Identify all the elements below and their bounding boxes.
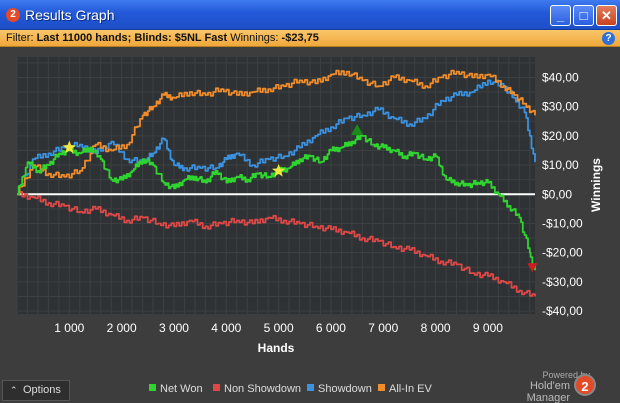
legend-swatch	[378, 384, 385, 391]
x-tick-label: 8 000	[421, 321, 451, 335]
legend-label: Net Won	[160, 383, 203, 395]
filter-winnings-label: Winnings:	[230, 32, 279, 44]
window-title: Results Graph	[25, 7, 115, 23]
legend-item-showdown[interactable]: Showdown	[307, 383, 372, 395]
filter-blinds-label: Blinds:	[134, 32, 172, 44]
results-chart: 1 000 2 000 3 000 4 000 5 000 6 000 7 000 8 000…	[16, 57, 603, 355]
legend-item-non-showdown[interactable]: Non Showdown	[213, 383, 301, 395]
legend-label: Non Showdown	[224, 383, 302, 395]
chart-ticks: 1 000 2 000 3 000 4 000 5 000 6 000 7 000 8 000…	[54, 70, 583, 335]
y-tick-label: -$10,00	[542, 216, 583, 230]
filter-winnings-value: -$23,75	[281, 32, 319, 44]
x-tick-label: 1 000	[54, 321, 84, 335]
holdem-manager-logo-icon: 2	[574, 374, 596, 396]
product-name: Hold'em Manager	[526, 380, 570, 403]
star-marker-icon	[272, 163, 286, 177]
title-bar[interactable]: 2 Results Graph _ □ ✕	[0, 0, 620, 30]
x-tick-label: 2 000	[107, 321, 137, 335]
y-tick-label: $20,00	[542, 129, 579, 143]
close-button[interactable]: ✕	[596, 5, 617, 26]
legend-swatch	[149, 384, 156, 391]
powered-by: Powered by Hold'em Manager	[500, 370, 590, 403]
y-tick-label: $10,00	[542, 158, 579, 172]
series-line-all-in-ev	[17, 69, 536, 196]
legend-swatch	[213, 384, 220, 391]
legend-label: Showdown	[318, 383, 372, 395]
chevron-up-icon: ⌃	[10, 385, 18, 395]
y-axis-label: Winnings	[589, 158, 603, 212]
high-point-marker-icon	[351, 124, 364, 136]
help-icon[interactable]: ?	[602, 32, 615, 45]
legend-swatch	[307, 384, 314, 391]
legend-label: All-In EV	[389, 383, 432, 395]
legend-item-net-won[interactable]: Net Won	[149, 383, 203, 395]
filter-blinds-value: $5NL Fast	[174, 32, 228, 44]
x-axis-label: Hands	[258, 341, 295, 355]
chart-markers	[62, 124, 538, 273]
legend-item-all-in-ev[interactable]: All-In EV	[378, 383, 432, 395]
x-tick-label: 5 000	[264, 321, 294, 335]
star-marker-icon	[62, 140, 76, 154]
series-line-showdown	[17, 79, 536, 196]
options-label: Options	[23, 384, 61, 396]
options-button[interactable]: ⌃ Options	[2, 380, 70, 401]
y-tick-label: -$20,00	[542, 246, 583, 260]
chart-grid	[16, 57, 535, 314]
low-point-marker-icon	[527, 263, 538, 273]
series-line-non-showdown	[17, 191, 536, 297]
app-logo-icon: 2	[6, 8, 20, 22]
x-tick-label: 3 000	[159, 321, 189, 335]
filter-hands: Last 11000 hands;	[36, 32, 132, 44]
minimize-button[interactable]: _	[550, 5, 571, 26]
maximize-button[interactable]: □	[573, 5, 594, 26]
y-tick-label: $40,00	[542, 70, 579, 84]
y-tick-label: -$30,00	[542, 275, 583, 289]
y-tick-label: -$40,00	[542, 304, 583, 318]
y-tick-label: $30,00	[542, 100, 579, 114]
powered-by-text: Powered by	[542, 370, 590, 380]
y-tick-label: $0,00	[542, 187, 572, 201]
x-tick-label: 6 000	[316, 321, 346, 335]
filter-summary: Filter: Last 11000 hands; Blinds: $5NL F…	[6, 32, 319, 44]
filter-bar[interactable]: Filter: Last 11000 hands; Blinds: $5NL F…	[0, 30, 620, 47]
chart-series	[17, 69, 536, 297]
filter-prefix: Filter:	[6, 32, 34, 44]
x-tick-label: 4 000	[211, 321, 241, 335]
x-tick-label: 9 000	[473, 321, 503, 335]
series-line-net-won	[17, 134, 536, 271]
x-tick-label: 7 000	[368, 321, 398, 335]
